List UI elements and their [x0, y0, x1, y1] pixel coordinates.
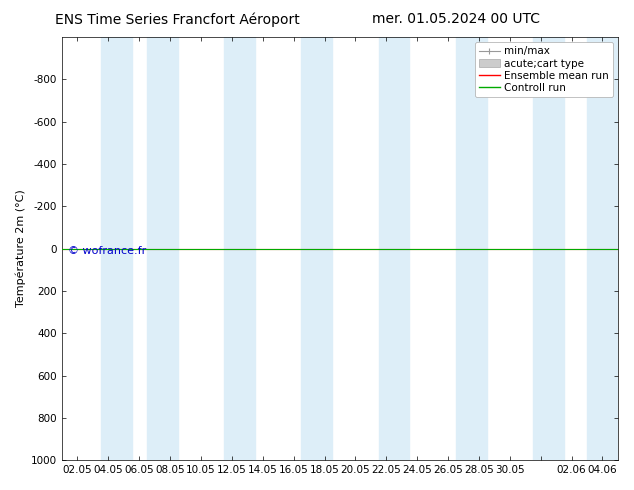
Y-axis label: Température 2m (°C): Température 2m (°C): [15, 190, 25, 307]
Text: ENS Time Series Francfort Aéroport: ENS Time Series Francfort Aéroport: [55, 12, 300, 27]
Bar: [147, 37, 178, 460]
Text: mer. 01.05.2024 00 UTC: mer. 01.05.2024 00 UTC: [373, 12, 540, 26]
Bar: [301, 37, 332, 460]
Bar: [101, 37, 131, 460]
Bar: [587, 37, 618, 460]
Bar: [378, 37, 410, 460]
Bar: [456, 37, 487, 460]
Bar: [533, 37, 564, 460]
Legend: min/max, acute;cart type, Ensemble mean run, Controll run: min/max, acute;cart type, Ensemble mean …: [474, 42, 612, 97]
Text: © wofrance.fr: © wofrance.fr: [68, 245, 146, 256]
Bar: [224, 37, 255, 460]
